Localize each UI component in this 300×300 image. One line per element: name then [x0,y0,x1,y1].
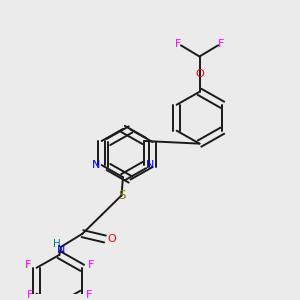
Text: F: F [88,260,94,271]
Text: S: S [118,189,125,202]
Polygon shape [105,133,156,176]
Text: F: F [86,290,92,300]
Text: N: N [92,160,100,170]
Text: N: N [57,245,65,256]
Text: O: O [195,69,204,79]
Text: F: F [175,39,181,49]
Text: F: F [27,290,33,300]
Text: F: F [25,260,31,271]
Text: F: F [218,39,224,49]
Text: N: N [146,160,154,170]
Text: H: H [52,239,60,249]
Polygon shape [108,130,153,179]
Text: O: O [107,234,116,244]
